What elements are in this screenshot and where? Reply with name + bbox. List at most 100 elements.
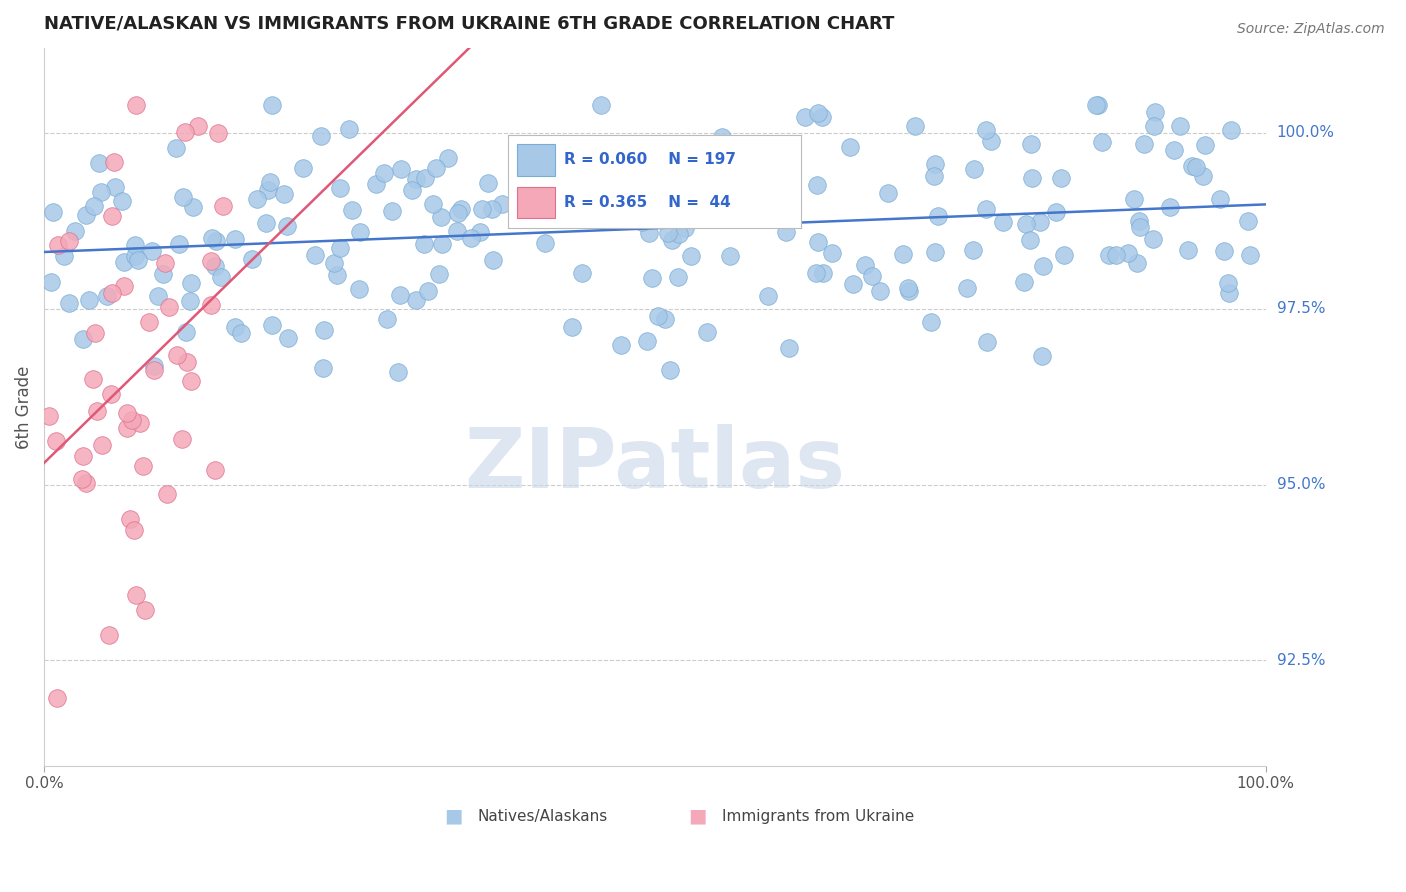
Point (763, 209, 786, 223)
Point (413, 171, 436, 186)
Point (122, 524, 145, 538)
Point (165, 140, 187, 154)
Text: ZIPatlas: ZIPatlas (464, 424, 845, 505)
Point (1087, 97, 1109, 112)
Point (1019, 136, 1042, 151)
Point (46, 237, 69, 252)
Point (1185, 160, 1208, 174)
Point (112, 254, 135, 268)
Point (254, 216, 277, 230)
Point (555, 153, 578, 168)
Point (1239, 248, 1261, 262)
Point (446, 224, 468, 238)
Point (877, 186, 900, 200)
Point (97, 628, 120, 642)
Point (768, 181, 790, 195)
Point (1105, 248, 1128, 262)
Point (328, 241, 350, 255)
Point (276, 219, 298, 234)
Point (58, 295, 80, 310)
Point (658, 363, 681, 377)
Point (200, 253, 222, 268)
Point (181, 200, 204, 214)
Point (326, 268, 349, 283)
Point (763, 174, 786, 188)
Point (806, 178, 828, 192)
Point (179, 293, 201, 308)
Point (810, 110, 832, 124)
Point (1212, 244, 1234, 258)
Point (413, 237, 436, 252)
Point (200, 298, 222, 312)
Point (174, 125, 197, 139)
Point (257, 183, 280, 197)
Point (260, 318, 283, 333)
Point (45, 434, 67, 448)
Point (259, 175, 281, 189)
Point (711, 130, 734, 145)
Point (90, 438, 112, 452)
Point (132, 459, 155, 474)
Point (373, 165, 395, 179)
Point (224, 232, 246, 246)
Point (172, 190, 194, 204)
Point (337, 121, 360, 136)
Point (661, 233, 683, 247)
Point (427, 267, 450, 281)
Y-axis label: 6th Grade: 6th Grade (15, 366, 32, 449)
Point (304, 248, 326, 262)
Point (775, 225, 797, 239)
Point (980, 134, 1002, 148)
Point (1012, 275, 1035, 289)
Point (83, 199, 105, 213)
Point (204, 463, 226, 477)
Point (72, 450, 94, 464)
Point (430, 210, 453, 224)
Point (72, 332, 94, 346)
Point (1084, 97, 1107, 112)
Point (974, 202, 997, 216)
Point (920, 315, 942, 329)
Point (89, 156, 111, 170)
Point (323, 256, 346, 270)
Point (63, 224, 86, 238)
Point (437, 151, 460, 165)
Point (349, 225, 371, 239)
Point (692, 172, 714, 186)
Point (180, 276, 202, 290)
Point (70, 472, 93, 486)
Point (405, 172, 427, 186)
Point (778, 341, 800, 355)
Point (340, 203, 363, 218)
Point (673, 221, 696, 235)
Point (1159, 200, 1181, 214)
Point (993, 215, 1015, 229)
Point (1050, 170, 1073, 185)
Text: Natives/Alaskans: Natives/Alaskans (478, 809, 607, 823)
Point (96, 289, 118, 303)
Point (101, 286, 124, 301)
Point (246, 192, 269, 206)
Point (860, 269, 883, 284)
Point (1177, 244, 1199, 258)
Point (756, 289, 779, 303)
Point (807, 235, 830, 249)
Point (638, 226, 661, 240)
Point (1031, 349, 1053, 363)
Point (401, 183, 423, 197)
Point (1142, 119, 1164, 133)
Point (1194, 138, 1216, 153)
Point (471, 202, 494, 216)
Point (853, 259, 876, 273)
Point (477, 176, 499, 190)
Point (508, 151, 530, 165)
Point (561, 320, 583, 334)
Point (1220, 123, 1243, 137)
Point (534, 235, 557, 250)
Point (125, 97, 148, 112)
Point (375, 312, 398, 326)
Point (39, 275, 62, 289)
Point (364, 177, 387, 191)
Point (152, 267, 174, 281)
Point (201, 231, 224, 245)
